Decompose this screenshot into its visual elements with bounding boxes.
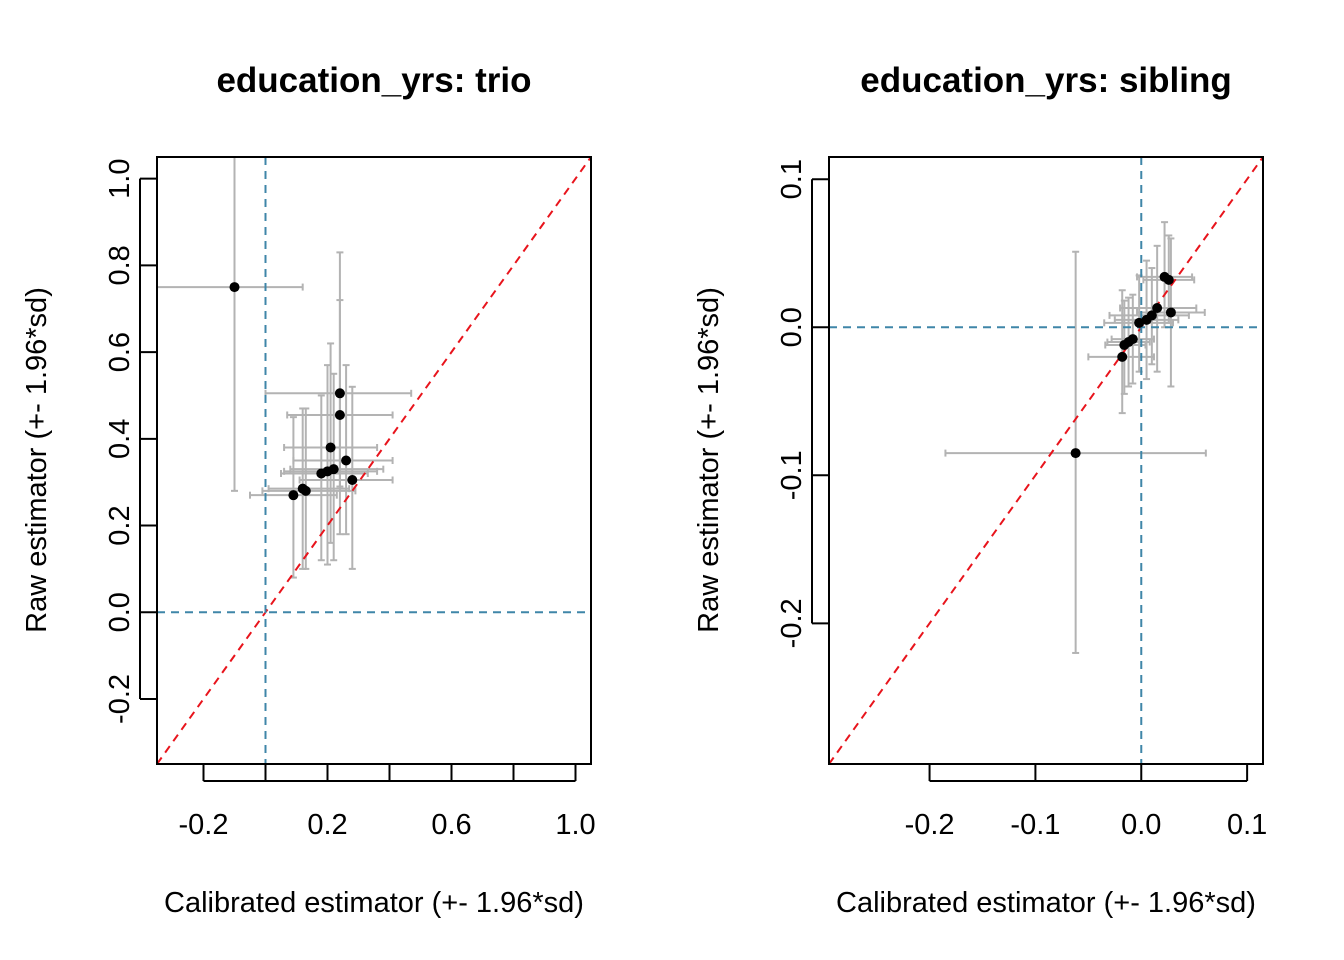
data-point-3 [1165,307,1176,318]
data-point-7 [316,468,327,479]
x-tick-label-2: 0.0 [1121,809,1161,841]
x-tick-label-3: 1.0 [555,809,595,841]
y-tick-label-0: -0.2 [776,598,808,648]
plot-area [157,157,591,764]
y-axis-label: Raw estimator (+- 1.96*sd) [693,287,725,633]
x-axis-label: Calibrated estimator (+- 1.96*sd) [164,887,584,919]
x-tick-label-0: -0.2 [179,809,229,841]
panel-sibling: education_yrs: sibling Calibrated estima… [693,61,1267,919]
data-point-4 [341,455,352,466]
y-tick-label-0: -0.2 [104,674,136,724]
x-tick-label-1: -0.1 [1010,809,1060,841]
chart-title: education_yrs: trio [216,61,531,100]
y-tick-label-1: -0.1 [776,450,808,500]
data-point-0 [1070,448,1081,459]
x-tick-label-1: 0.2 [307,809,347,841]
data-point-1 [334,388,345,399]
data-point-3 [325,442,336,453]
plot-frame [828,156,1264,765]
x-tick-label-3: 0.1 [1227,809,1267,841]
identity-line [157,157,591,764]
data-point-7 [1134,317,1145,328]
plot-area [829,157,1263,764]
y-tick-label-2: 0.0 [776,307,808,347]
panel-trio: education_yrs: trio Calibrated estimator… [21,61,596,919]
y-axis-label: Raw estimator (+- 1.96*sd) [21,287,53,633]
data-point-10 [297,483,308,494]
data-point-2 [334,409,345,420]
y-tick-label-2: 0.2 [104,505,136,545]
y-tick-label-4: 0.6 [104,332,136,372]
x-tick-label-0: -0.2 [905,809,955,841]
y-tick-label-3: 0.1 [776,159,808,199]
y-tick-label-3: 0.4 [104,419,136,459]
data-point-8 [347,475,358,486]
y-tick-label-6: 1.0 [104,159,136,199]
data-point-11 [1117,351,1128,362]
data-point-2 [1163,274,1174,285]
chart-title: education_yrs: sibling [860,61,1231,100]
data-point-0 [229,282,240,293]
x-axis-label: Calibrated estimator (+- 1.96*sd) [836,887,1256,919]
y-tick-label-5: 0.8 [104,245,136,285]
data-point-11 [288,490,299,501]
y-tick-label-1: 0.0 [104,592,136,632]
error-bar-0 [157,157,304,492]
x-tick-label-2: 0.6 [431,809,471,841]
data-point-10 [1119,340,1130,351]
identity-line [829,157,1263,764]
data-point-4 [1152,303,1163,314]
plot-frame [156,156,592,765]
